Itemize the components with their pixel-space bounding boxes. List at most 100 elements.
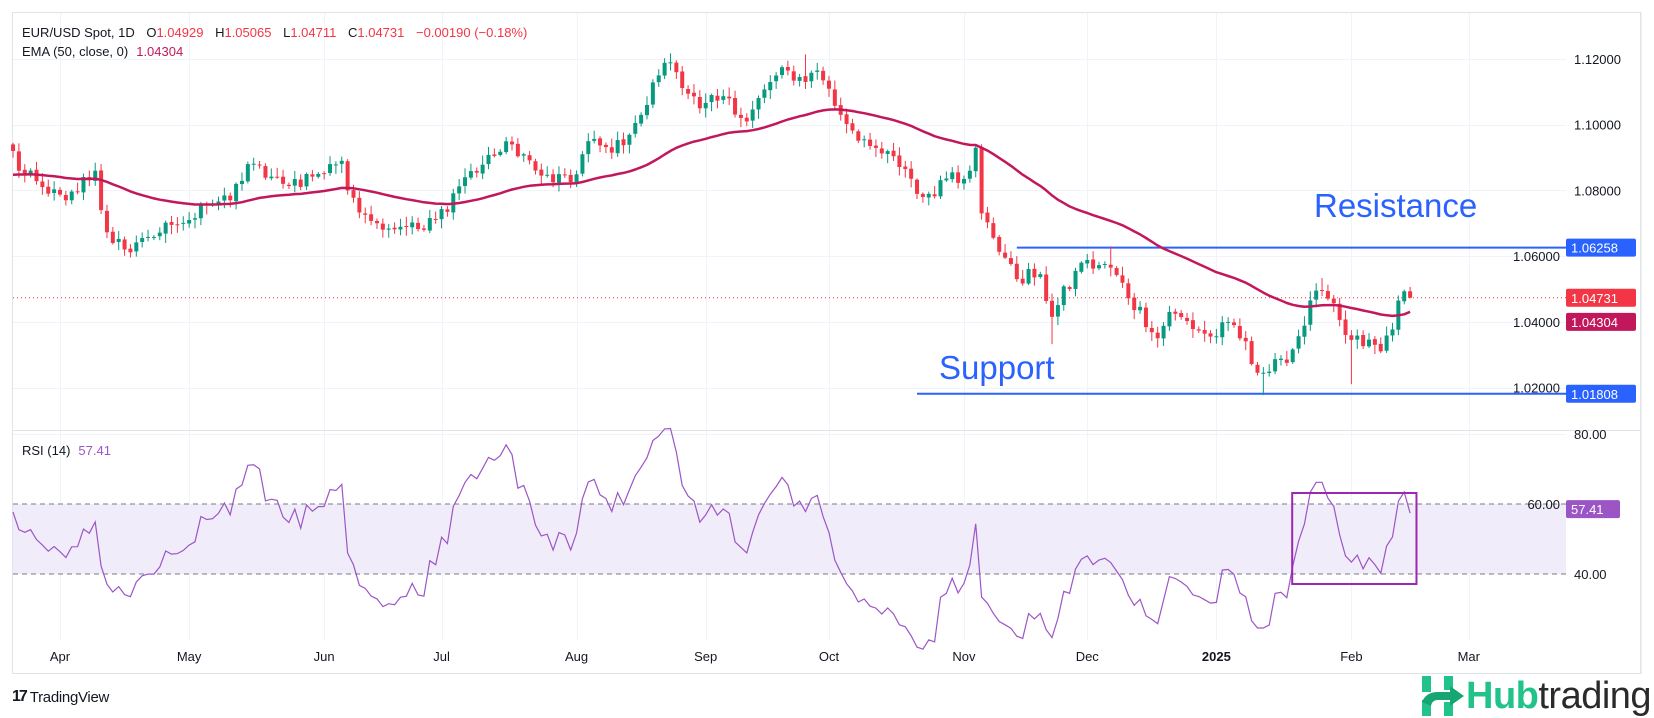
candle-body (609, 147, 614, 153)
candle-body (1108, 264, 1113, 268)
candle-body (1044, 274, 1049, 301)
open-value: 1.04929 (156, 25, 204, 40)
candle (738, 107, 743, 128)
high-label: H (215, 25, 225, 40)
candle-body (926, 193, 931, 198)
candle (920, 192, 925, 203)
candle (1026, 262, 1031, 286)
support-annotation[interactable]: Support (939, 349, 1055, 386)
candle (1079, 261, 1084, 274)
level-lines[interactable] (917, 246, 1566, 395)
candle-body (281, 176, 286, 184)
hubtrading-logo: Hubtrading (1420, 675, 1652, 717)
candle-body (1161, 325, 1166, 339)
rsi-highlight-box[interactable] (1291, 492, 1418, 585)
candle-body (856, 131, 861, 141)
candle (985, 206, 990, 229)
price-tick-label: 1.08000 (1574, 183, 1621, 198)
candle (603, 142, 608, 154)
candle-body (433, 219, 438, 221)
candle-body (157, 232, 162, 237)
candle (856, 129, 861, 144)
time-axis[interactable]: Apr May Jun Jul Aug Sep Oct Nov Dec 2025 Feb Mar (50, 649, 1481, 664)
candle (1149, 321, 1154, 341)
candle (357, 191, 362, 219)
candle-body (322, 173, 327, 175)
candle (609, 138, 614, 159)
candle-body (1361, 334, 1366, 347)
candle (1349, 330, 1354, 385)
candle-body (1138, 306, 1143, 311)
time-tick-label: Feb (1340, 649, 1362, 664)
candle (281, 169, 286, 189)
rsi-axis[interactable]: 80.00 60.00 40.00 (1527, 427, 1606, 582)
candle (11, 142, 16, 158)
candle-body (821, 70, 826, 81)
candle (298, 174, 303, 191)
candle-body (715, 95, 720, 101)
candle (1185, 312, 1190, 325)
time-tick-label: May (177, 649, 202, 664)
candle (99, 163, 104, 215)
rsi-line (12, 427, 1411, 650)
candle (339, 156, 344, 174)
candle-body (586, 141, 591, 155)
candle-body (1261, 372, 1266, 374)
candle-body (703, 102, 708, 109)
candle (932, 186, 937, 199)
candle-body (292, 179, 297, 186)
tradingview-mark-icon: 17 (12, 688, 28, 705)
time-tick-label: Oct (819, 649, 840, 664)
candle-body (351, 190, 356, 198)
candle (187, 212, 192, 228)
candle-body (504, 141, 509, 152)
candle-body (1126, 283, 1131, 299)
candle-body (175, 224, 180, 226)
candle-body (1202, 330, 1207, 334)
candle-body (222, 195, 227, 201)
hub-wordmark: Hub (1466, 675, 1539, 717)
candle (468, 163, 473, 180)
symbol-title: EUR/USD Spot, 1D (22, 25, 135, 40)
candle-body (1220, 322, 1225, 338)
candle (909, 161, 914, 188)
candle-body (1402, 291, 1407, 302)
candle-body (46, 186, 51, 194)
candle-body (486, 154, 491, 165)
resistance-annotation[interactable]: Resistance (1314, 187, 1477, 224)
price-axis[interactable]: 1.12000 1.10000 1.08000 1.06000 1.04000 1.020… (1513, 52, 1621, 396)
symbol-legend[interactable]: EUR/USD Spot, 1D O1.04929 H1.05065 L1.04… (22, 25, 527, 40)
rsi-value-tag: 57.41 (1566, 500, 1620, 519)
candle-body (1073, 270, 1078, 290)
candle (1308, 291, 1313, 331)
candle (1055, 297, 1060, 326)
candle (791, 65, 796, 86)
candle (40, 173, 45, 195)
candle (1361, 330, 1366, 349)
candle-body (997, 236, 1002, 252)
tradingview-logo[interactable]: 17 TradingView (12, 688, 109, 706)
ema-legend[interactable]: EMA (50, close, 0) 1.04304 (22, 44, 183, 59)
candle-body (633, 122, 638, 134)
candle-body (545, 174, 550, 176)
candle-body (1278, 358, 1283, 361)
open-label: O (146, 25, 157, 40)
candle-body (556, 174, 561, 183)
candle (69, 189, 74, 205)
candle (826, 75, 831, 97)
candle-body (421, 228, 426, 230)
candle (245, 161, 250, 184)
time-tick-label: Mar (1458, 649, 1481, 664)
time-tick-label: Dec (1076, 649, 1100, 664)
candle-body (263, 166, 268, 178)
candle-body (1249, 341, 1254, 365)
candle (369, 205, 374, 226)
hubtrading-mark-icon (1422, 676, 1464, 716)
candle (721, 89, 726, 105)
candle-body (369, 214, 374, 221)
candle-body (826, 80, 831, 89)
candle-body (1355, 335, 1360, 340)
candle-body (645, 104, 649, 116)
rsi-legend[interactable]: RSI (14) 57.41 (22, 443, 111, 458)
